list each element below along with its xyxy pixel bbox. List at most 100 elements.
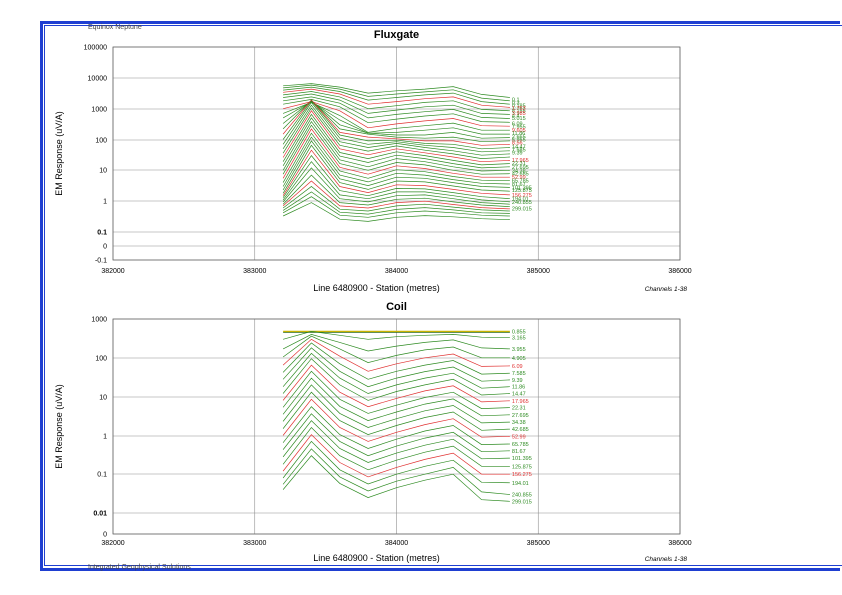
series-line bbox=[282, 347, 510, 388]
report-frame bbox=[40, 21, 840, 571]
series-line bbox=[283, 96, 510, 119]
channel-label: 5.955 bbox=[512, 138, 526, 144]
chart-title: Coil bbox=[386, 301, 407, 313]
channel-label: 17.965 bbox=[512, 399, 529, 405]
y-tick-label: -0.1 bbox=[95, 258, 107, 265]
plot-area bbox=[112, 318, 681, 535]
series-line bbox=[282, 140, 510, 191]
y-tick-label: 1 bbox=[103, 434, 107, 441]
series-line bbox=[282, 391, 510, 435]
series-line bbox=[282, 155, 510, 200]
series-line bbox=[282, 128, 510, 179]
series-line bbox=[282, 398, 510, 442]
y-tick-label: 1 bbox=[103, 199, 107, 206]
channel-label: 240.855 bbox=[512, 492, 532, 498]
channel-label: 3.985 bbox=[512, 111, 526, 117]
series-line bbox=[282, 352, 510, 394]
channel-label: 22.31 bbox=[512, 406, 526, 412]
series-line bbox=[282, 101, 510, 153]
x-tick-label: 384000 bbox=[385, 540, 408, 547]
series-line bbox=[282, 100, 510, 150]
channel-label: 52.99 bbox=[512, 175, 526, 181]
series-line bbox=[282, 102, 510, 133]
channel-label: 7.585 bbox=[512, 371, 526, 377]
channel-label: 6.09 bbox=[512, 122, 523, 128]
channel-label: 7.585 bbox=[512, 147, 526, 153]
series-line bbox=[282, 99, 510, 146]
series-line bbox=[283, 86, 510, 105]
series-line bbox=[282, 117, 510, 169]
series-line bbox=[282, 100, 510, 139]
series-line bbox=[283, 83, 510, 98]
series-line bbox=[282, 124, 510, 175]
y-axis-label: EM Response (uV/A) bbox=[54, 384, 64, 469]
x-axis-label: Line 6480900 - Station (metres) bbox=[313, 283, 440, 293]
channel-label: 4.905 bbox=[512, 356, 526, 362]
series-line bbox=[282, 196, 510, 218]
y-axis-label: EM Response (uV/A) bbox=[54, 111, 64, 196]
series-line bbox=[283, 331, 510, 340]
series-line bbox=[282, 186, 510, 212]
plot-area bbox=[112, 46, 681, 261]
series-line bbox=[283, 88, 510, 108]
x-tick-label: 385000 bbox=[527, 268, 550, 275]
series-line bbox=[282, 101, 510, 135]
series-line bbox=[282, 342, 510, 380]
channel-label: 65.785 bbox=[512, 442, 529, 448]
series-line bbox=[282, 161, 510, 203]
channel-label: 34.38 bbox=[512, 168, 526, 174]
series-line bbox=[282, 167, 510, 205]
channel-label: 27.695 bbox=[512, 413, 529, 419]
channels-note: Channels 1-38 bbox=[645, 556, 688, 563]
channel-label: 81.67 bbox=[512, 449, 526, 455]
series-line bbox=[282, 136, 510, 187]
channel-label: 0.185 bbox=[512, 104, 526, 110]
channel-label: 7.955 bbox=[512, 125, 526, 131]
channel-label: 17.965 bbox=[512, 158, 529, 164]
channel-label: 101.395 bbox=[512, 185, 532, 191]
series-line bbox=[282, 113, 510, 166]
channel-label: 156.275 bbox=[512, 193, 532, 199]
channel-label: 125.875 bbox=[512, 464, 532, 470]
channel-label: 14.47 bbox=[512, 392, 526, 398]
report-frame-inner bbox=[44, 25, 842, 566]
fluxgate-chart: Fluxgate 100000 10000 1000 100 10 1 0.1 0 -0.1 382… bbox=[54, 29, 692, 293]
header-company: Equinox Neptune bbox=[88, 24, 142, 31]
series-line bbox=[282, 107, 510, 159]
channel-label: 1.763 bbox=[512, 106, 526, 112]
y-tick-label: 100 bbox=[95, 138, 107, 145]
channel-label: 8.155 bbox=[512, 108, 526, 114]
channel-label: 9.605 bbox=[512, 128, 526, 134]
y-tick-label: 100000 bbox=[84, 45, 107, 52]
x-tick-label: 382000 bbox=[101, 268, 124, 275]
channel-label: 27.695 bbox=[512, 165, 529, 171]
channel-label: 65.785 bbox=[512, 179, 529, 185]
channel-label: 22.31 bbox=[512, 161, 526, 167]
series-line bbox=[283, 93, 510, 115]
channel-label: 3.165 bbox=[512, 336, 526, 342]
channel-label: 4.4 bbox=[512, 114, 520, 120]
series-line bbox=[282, 377, 510, 421]
y-tick-label: 0.1 bbox=[97, 472, 107, 479]
series-line bbox=[282, 99, 510, 143]
channel-label: 11.86 bbox=[512, 385, 525, 391]
series-line bbox=[282, 144, 510, 194]
channel-label: 240.855 bbox=[512, 200, 532, 206]
x-tick-label: 386000 bbox=[668, 540, 691, 547]
footer-company: Integrated Geophysical Solutions bbox=[88, 564, 191, 571]
y-tick-label: 0 bbox=[103, 244, 107, 251]
series-line bbox=[282, 426, 510, 471]
series-line bbox=[283, 91, 510, 112]
channel-label: 0.3 bbox=[512, 100, 521, 106]
series-line bbox=[282, 338, 510, 372]
y-tick-label: 10 bbox=[99, 168, 107, 175]
channel-label: 299.015 bbox=[512, 499, 532, 505]
series-line bbox=[282, 132, 510, 183]
x-tick-label: 382000 bbox=[101, 540, 124, 547]
series-line bbox=[282, 202, 510, 222]
series-line bbox=[282, 370, 510, 414]
chart-title: Fluxgate bbox=[374, 29, 419, 41]
channel-label: 42.685 bbox=[512, 427, 529, 433]
channel-label: 0.1 bbox=[512, 97, 521, 103]
